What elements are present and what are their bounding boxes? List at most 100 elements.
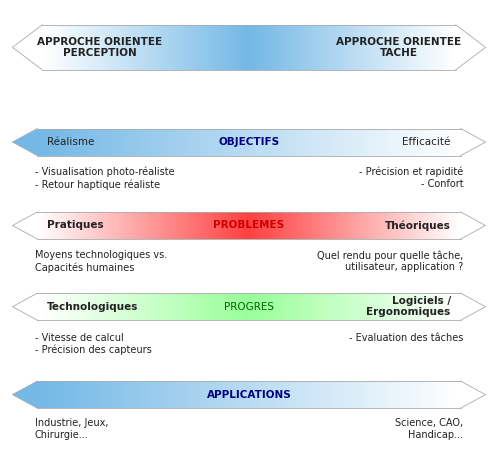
Bar bbox=[403, 381, 405, 408]
Bar bbox=[383, 381, 385, 408]
Bar bbox=[249, 381, 251, 408]
Bar bbox=[129, 129, 131, 156]
Bar bbox=[91, 293, 93, 320]
Bar bbox=[195, 129, 197, 156]
Bar bbox=[290, 129, 292, 156]
Bar bbox=[96, 25, 98, 70]
Bar bbox=[119, 129, 121, 156]
Bar bbox=[449, 25, 451, 70]
Bar bbox=[330, 129, 331, 156]
Bar bbox=[111, 129, 113, 156]
Bar bbox=[183, 129, 185, 156]
Bar bbox=[198, 293, 200, 320]
Bar bbox=[143, 381, 145, 408]
Bar bbox=[425, 25, 427, 70]
Bar bbox=[46, 129, 48, 156]
Bar bbox=[127, 293, 129, 320]
Bar bbox=[77, 25, 79, 70]
Bar bbox=[301, 381, 303, 408]
Bar bbox=[177, 381, 179, 408]
Bar bbox=[151, 129, 153, 156]
Bar bbox=[204, 129, 206, 156]
Bar bbox=[376, 212, 378, 239]
Bar bbox=[325, 212, 327, 239]
Bar bbox=[241, 129, 243, 156]
Bar bbox=[77, 212, 79, 239]
Bar bbox=[359, 212, 361, 239]
Bar bbox=[421, 293, 423, 320]
Bar bbox=[207, 293, 209, 320]
Bar bbox=[67, 293, 69, 320]
Bar bbox=[117, 293, 119, 320]
Bar bbox=[366, 381, 368, 408]
Bar bbox=[214, 129, 216, 156]
Bar bbox=[84, 212, 86, 239]
Bar bbox=[137, 381, 139, 408]
Bar bbox=[405, 129, 407, 156]
Bar bbox=[39, 212, 41, 239]
Bar bbox=[49, 212, 51, 239]
Bar bbox=[193, 212, 195, 239]
Bar bbox=[428, 293, 430, 320]
Bar bbox=[142, 212, 143, 239]
Bar bbox=[150, 212, 152, 239]
Bar bbox=[188, 381, 190, 408]
Bar bbox=[241, 381, 243, 408]
Bar bbox=[207, 381, 209, 408]
Bar bbox=[270, 25, 271, 70]
Bar bbox=[281, 129, 283, 156]
Bar bbox=[173, 212, 175, 239]
Bar bbox=[407, 381, 409, 408]
Bar bbox=[76, 129, 77, 156]
Bar bbox=[434, 129, 436, 156]
Bar bbox=[134, 293, 136, 320]
Bar bbox=[391, 25, 393, 70]
Bar bbox=[163, 25, 165, 70]
Bar bbox=[283, 293, 285, 320]
Bar bbox=[293, 293, 295, 320]
Bar bbox=[228, 212, 230, 239]
Bar bbox=[187, 293, 189, 320]
Bar bbox=[221, 212, 223, 239]
Bar bbox=[102, 212, 104, 239]
Bar bbox=[167, 212, 169, 239]
Bar bbox=[301, 212, 303, 239]
Bar bbox=[383, 293, 385, 320]
Bar bbox=[225, 129, 227, 156]
Bar bbox=[39, 293, 41, 320]
Bar bbox=[229, 129, 231, 156]
Bar bbox=[153, 129, 155, 156]
Bar bbox=[435, 212, 437, 239]
Bar bbox=[345, 129, 347, 156]
Bar bbox=[56, 129, 58, 156]
Bar bbox=[362, 381, 364, 408]
Bar bbox=[170, 381, 172, 408]
Bar bbox=[126, 129, 128, 156]
Bar bbox=[417, 293, 419, 320]
Bar bbox=[281, 25, 282, 70]
Bar bbox=[42, 293, 43, 320]
Bar bbox=[101, 129, 103, 156]
Bar bbox=[454, 381, 456, 408]
Bar bbox=[246, 25, 248, 70]
Bar bbox=[301, 25, 303, 70]
Bar bbox=[294, 293, 296, 320]
Bar bbox=[307, 212, 309, 239]
Bar bbox=[286, 293, 288, 320]
Bar bbox=[173, 293, 175, 320]
Bar bbox=[311, 381, 313, 408]
Bar bbox=[403, 129, 405, 156]
Bar bbox=[380, 381, 382, 408]
Bar bbox=[206, 25, 208, 70]
Bar bbox=[218, 212, 220, 239]
Bar bbox=[270, 381, 272, 408]
Bar bbox=[216, 25, 218, 70]
Bar bbox=[289, 25, 291, 70]
Bar bbox=[290, 381, 292, 408]
Bar bbox=[92, 25, 94, 70]
Bar bbox=[212, 381, 214, 408]
Bar bbox=[372, 25, 374, 70]
Bar bbox=[102, 129, 104, 156]
Bar bbox=[400, 25, 402, 70]
Bar bbox=[393, 25, 395, 70]
